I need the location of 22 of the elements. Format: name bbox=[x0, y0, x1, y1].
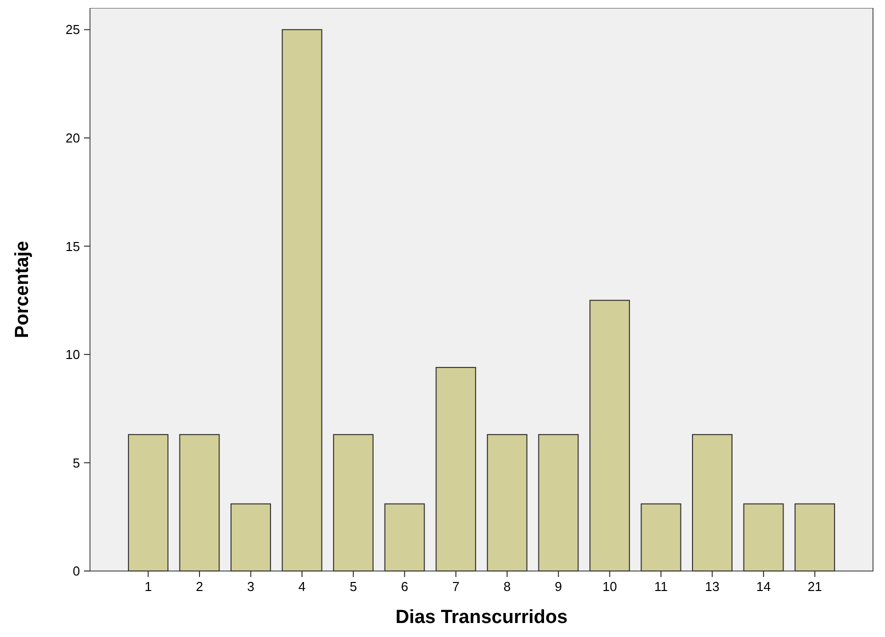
y-tick-label: 10 bbox=[66, 347, 80, 362]
x-axis-title: Dias Transcurridos bbox=[395, 607, 568, 628]
x-tick-label: 4 bbox=[298, 579, 306, 594]
x-tick-label: 5 bbox=[350, 579, 357, 594]
x-tick-label: 7 bbox=[452, 579, 460, 594]
y-tick-label: 5 bbox=[72, 455, 80, 470]
y-tick-label: 20 bbox=[66, 130, 80, 146]
x-tick-label: 1 bbox=[144, 579, 152, 594]
y-tick-label: 0 bbox=[72, 564, 80, 579]
y-tick-label: 25 bbox=[66, 22, 80, 38]
x-tick-label: 8 bbox=[504, 579, 511, 594]
x-tick-label: 9 bbox=[554, 579, 562, 594]
x-tick-label: 10 bbox=[602, 579, 617, 594]
x-tick-label: 13 bbox=[705, 579, 720, 594]
x-tick-label: 21 bbox=[808, 579, 822, 594]
x-tick-label: 14 bbox=[756, 579, 771, 594]
x-tick-label: 6 bbox=[400, 579, 408, 594]
x-tick-label: 2 bbox=[196, 579, 204, 594]
x-tick-label: 3 bbox=[247, 579, 254, 594]
y-tick-label: 15 bbox=[66, 238, 80, 254]
x-tick-label: 11 bbox=[654, 579, 668, 594]
y-axis-title: Porcentaje bbox=[12, 240, 33, 338]
